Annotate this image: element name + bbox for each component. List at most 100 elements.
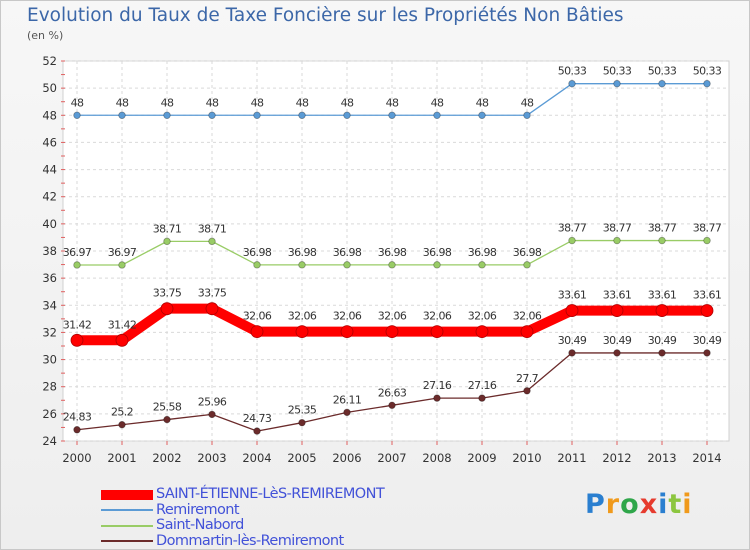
data-point	[523, 387, 531, 395]
data-label: 30.49	[558, 334, 587, 347]
data-point	[163, 415, 171, 424]
x-tick-label: 2006	[332, 451, 361, 465]
proxiti-logo: Proxiti	[585, 489, 693, 520]
y-tick-label: 42	[42, 190, 57, 204]
data-label: 48	[71, 96, 84, 109]
data-label: 30.49	[693, 334, 722, 347]
logo-letter: P	[585, 489, 606, 520]
data-label: 50.33	[558, 65, 587, 78]
data-point	[298, 261, 306, 269]
data-point	[73, 261, 81, 269]
y-tick-label: 38	[42, 244, 57, 258]
x-tick-label: 2005	[287, 451, 316, 465]
data-point	[430, 325, 444, 339]
data-label: 36.98	[378, 246, 407, 259]
data-label: 48	[251, 96, 264, 109]
data-point	[700, 304, 714, 317]
y-tick-label: 28	[42, 380, 57, 394]
data-point	[703, 349, 711, 357]
data-label: 48	[431, 96, 444, 109]
data-point	[658, 79, 666, 88]
y-tick-label: 48	[42, 108, 57, 122]
data-point	[73, 426, 81, 434]
data-point	[160, 302, 174, 316]
data-point	[70, 333, 84, 347]
x-tick-label: 2001	[107, 451, 136, 465]
data-point	[433, 111, 441, 119]
chart-title: Evolution du Taux de Taxe Foncière sur l…	[27, 5, 624, 26]
data-label: 25.96	[198, 395, 227, 408]
data-point	[478, 111, 486, 119]
legend-label: Dommartin-lès-Remiremont	[156, 532, 344, 549]
data-point	[208, 237, 216, 246]
data-point	[385, 325, 399, 339]
data-point	[433, 261, 441, 269]
data-label: 48	[386, 96, 399, 109]
data-label: 25.58	[153, 401, 182, 414]
x-tick-label: 2008	[422, 451, 451, 465]
y-tick-label: 52	[42, 54, 57, 68]
logo-letter: t	[668, 489, 683, 520]
logo-letter: x	[639, 489, 659, 520]
data-point	[118, 421, 126, 429]
data-point	[118, 261, 126, 269]
data-label: 33.75	[198, 287, 227, 300]
data-label: 24.73	[243, 412, 272, 425]
data-label: 38.77	[693, 222, 722, 235]
data-point	[703, 79, 711, 88]
legend-label: Saint-Nabord	[156, 517, 244, 533]
y-tick-label: 34	[42, 298, 57, 312]
data-point	[568, 349, 576, 357]
data-point	[298, 111, 306, 119]
data-point	[433, 394, 441, 402]
data-point	[520, 325, 534, 339]
data-point	[478, 261, 486, 269]
data-label: 24.83	[63, 411, 92, 424]
data-point	[658, 236, 666, 245]
x-tick-label: 2011	[557, 451, 586, 465]
data-label: 26.11	[333, 393, 362, 406]
y-tick-label: 44	[42, 163, 57, 177]
data-label: 36.98	[243, 246, 272, 259]
x-tick-label: 2000	[62, 451, 91, 465]
legend-swatch	[101, 524, 153, 527]
data-label: 50.33	[648, 65, 677, 78]
legend-swatch	[101, 509, 153, 512]
data-label: 30.49	[603, 334, 632, 347]
data-label: 33.61	[603, 289, 632, 302]
y-tick-label: 24	[42, 434, 57, 448]
data-label: 38.77	[558, 222, 587, 235]
data-label: 33.61	[558, 289, 587, 302]
data-point	[478, 394, 486, 402]
data-label: 48	[161, 96, 174, 109]
data-label: 27.16	[423, 379, 452, 392]
data-point	[343, 408, 351, 417]
data-label: 36.98	[423, 246, 452, 259]
data-label: 48	[341, 96, 354, 109]
data-point	[475, 325, 489, 339]
data-label: 32.06	[513, 310, 542, 323]
data-point	[340, 325, 354, 339]
data-label: 36.98	[513, 246, 542, 259]
data-point	[208, 111, 216, 119]
data-point	[298, 418, 306, 427]
data-point	[205, 302, 219, 316]
data-point	[118, 111, 126, 119]
data-label: 48	[521, 96, 534, 109]
data-point	[163, 237, 171, 246]
data-label: 36.98	[468, 246, 497, 259]
data-point	[655, 304, 669, 317]
data-label: 38.71	[198, 222, 227, 235]
x-tick-label: 2003	[197, 451, 226, 465]
y-tick-label: 46	[42, 135, 57, 149]
data-point	[253, 111, 261, 119]
chart-subtitle: (en %)	[27, 29, 64, 42]
data-label: 32.06	[423, 310, 452, 323]
data-label: 25.35	[288, 404, 317, 417]
data-point	[658, 349, 666, 357]
data-label: 33.61	[648, 289, 677, 302]
data-point	[523, 261, 531, 269]
data-point	[388, 401, 396, 410]
x-tick-label: 2014	[692, 451, 721, 465]
